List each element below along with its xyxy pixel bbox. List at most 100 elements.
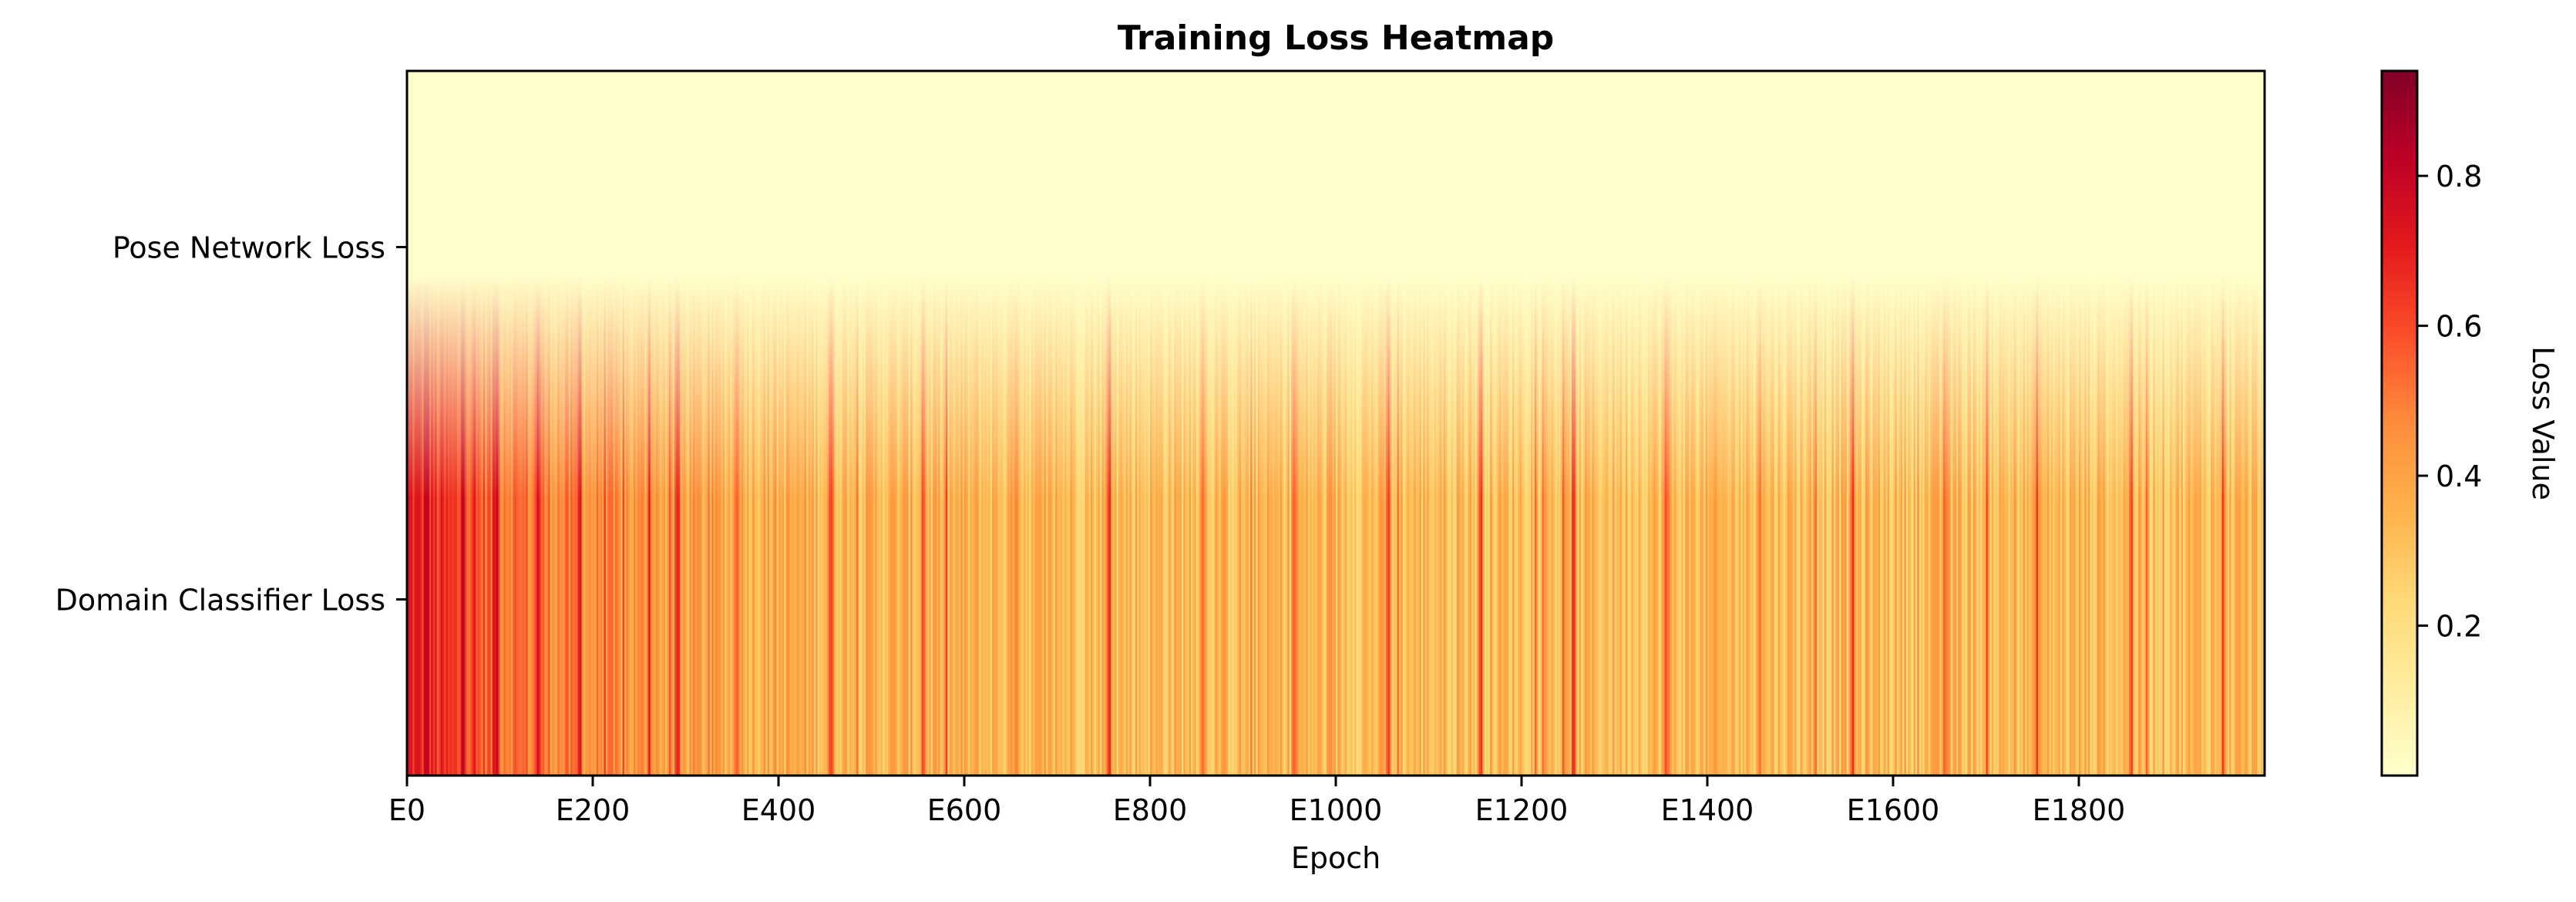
heatmap-cell <box>718 71 721 776</box>
heatmap-cell <box>573 71 577 776</box>
heatmap-cell <box>1727 71 1730 776</box>
heatmap-cell <box>689 71 692 776</box>
heatmap-cell <box>2231 71 2234 776</box>
heatmap-cell <box>1014 71 1017 776</box>
heatmap-cell <box>1569 71 1572 776</box>
heatmap-cell <box>1001 71 1004 776</box>
colorbar-gradient <box>2380 69 2419 777</box>
heatmap-cell <box>1701 71 1704 776</box>
heatmap-cell <box>1552 71 1555 776</box>
heatmap-cell <box>540 71 543 776</box>
heatmap-cell <box>748 71 752 776</box>
heatmap-cell <box>1603 71 1606 776</box>
heatmap-cell <box>1738 71 1741 776</box>
heatmap-cell <box>1157 71 1160 776</box>
heatmap-cell <box>1108 71 1111 776</box>
heatmap-cell <box>576 71 579 776</box>
heatmap-cell <box>1477 71 1480 776</box>
heatmap-cell <box>1987 71 1990 776</box>
heatmap-cell <box>1174 71 1177 776</box>
heatmap-cell <box>1681 71 1684 776</box>
heatmap-cell <box>1871 71 1874 776</box>
heatmap-cell <box>875 71 878 776</box>
heatmap-cell <box>1800 71 1803 776</box>
heatmap-cell <box>945 71 948 776</box>
heatmap-cell <box>850 71 853 776</box>
heatmap-cell <box>767 71 770 776</box>
heatmap-cell <box>1772 71 1775 776</box>
heatmap-cell <box>1729 71 1732 776</box>
heatmap-cell <box>1792 71 1795 776</box>
heatmap-cell <box>1120 71 1123 776</box>
heatmap-cell <box>734 71 737 776</box>
heatmap-cell <box>2099 71 2102 776</box>
heatmap-cell <box>897 71 900 776</box>
heatmap-cell <box>1898 71 1902 776</box>
heatmap-cell <box>988 71 991 776</box>
heatmap-cell <box>808 71 811 776</box>
heatmap-cell <box>817 71 820 776</box>
heatmap-cell <box>971 71 974 776</box>
heatmap-cell <box>664 71 668 776</box>
heatmap-cell <box>1934 71 1937 776</box>
heatmap-cell <box>1638 71 1641 776</box>
heatmap-cell <box>1461 71 1465 776</box>
heatmap-cell <box>747 71 750 776</box>
heatmap-cell <box>1226 71 1229 776</box>
heatmap-cell <box>536 71 540 776</box>
heatmap-cell <box>2082 71 2085 776</box>
heatmap-cell <box>1946 71 1949 776</box>
heatmap-cell <box>2242 71 2245 776</box>
heatmap-cell <box>2181 71 2184 776</box>
heatmap-cell <box>1354 71 1357 776</box>
heatmap-cell <box>585 71 588 776</box>
heatmap-cell <box>1053 71 1056 776</box>
heatmap-cell <box>2097 71 2100 776</box>
heatmap-cell <box>1310 71 1313 776</box>
heatmap-cell <box>1427 71 1430 776</box>
heatmap-cell <box>2153 71 2156 776</box>
heatmap-cell <box>1124 71 1127 776</box>
heatmap-cell <box>1307 71 1310 776</box>
heatmap-cell <box>1723 71 1727 776</box>
heatmap-cell <box>2179 71 2182 776</box>
heatmap-cell <box>1506 71 1509 776</box>
heatmap-cell <box>1677 71 1680 776</box>
heatmap-cell <box>1415 71 1418 776</box>
heatmap-cell <box>1373 71 1376 776</box>
heatmap-cell <box>1935 71 1939 776</box>
heatmap-cell <box>743 71 746 776</box>
heatmap-cell <box>479 71 482 776</box>
heatmap-cell <box>1796 71 1799 776</box>
heatmap-cell <box>1868 71 1871 776</box>
heatmap-cell <box>967 71 970 776</box>
heatmap-cell <box>1787 71 1790 776</box>
heatmap-cell <box>544 71 547 776</box>
heatmap-cell <box>1131 71 1134 776</box>
heatmap-cell <box>1162 71 1165 776</box>
y-tick-label: Pose Network Loss <box>113 231 385 265</box>
heatmap-cell <box>1328 71 1331 776</box>
heatmap-cell <box>1033 71 1036 776</box>
heatmap-cell <box>1460 71 1463 776</box>
heatmap-cell <box>1243 71 1246 776</box>
heatmap-cell <box>762 71 765 776</box>
heatmap-cell <box>917 71 920 776</box>
heatmap-cell <box>1501 71 1504 776</box>
heatmap-cell <box>2235 71 2238 776</box>
heatmap-cell <box>1391 71 1394 776</box>
heatmap-cell <box>821 71 824 776</box>
heatmap-cell <box>2144 71 2147 776</box>
heatmap-cell <box>731 71 735 776</box>
heatmap-cell <box>1776 71 1779 776</box>
heatmap-cell <box>2077 71 2080 776</box>
heatmap-cell <box>667 71 670 776</box>
heatmap-cell <box>2195 71 2198 776</box>
heatmap-cell <box>765 71 768 776</box>
heatmap-cell <box>957 71 960 776</box>
heatmap-cell <box>1735 71 1738 776</box>
heatmap-cell <box>1330 71 1333 776</box>
heatmap-cell <box>913 71 916 776</box>
heatmap-cell <box>1633 71 1636 776</box>
heatmap-cell <box>862 71 865 776</box>
